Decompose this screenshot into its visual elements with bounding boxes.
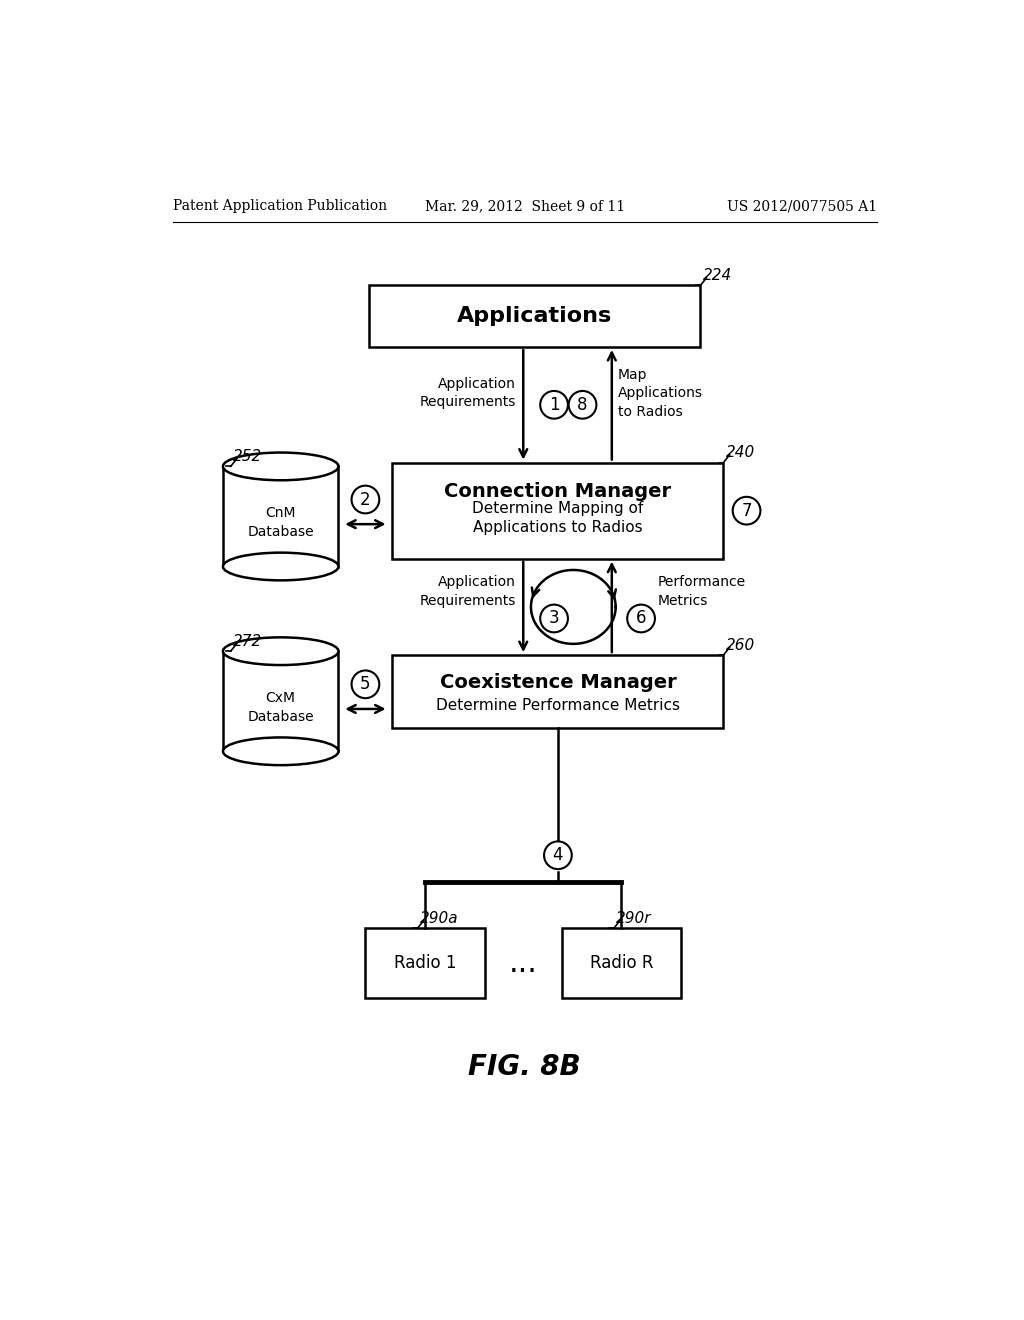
Text: CxM
Database: CxM Database: [248, 692, 314, 723]
Text: 290r: 290r: [616, 911, 651, 927]
Text: Patent Application Publication: Patent Application Publication: [173, 199, 387, 213]
Bar: [392, 462, 724, 558]
Text: 8: 8: [578, 396, 588, 413]
Text: Determine Performance Metrics: Determine Performance Metrics: [436, 697, 680, 713]
Ellipse shape: [223, 738, 339, 766]
Text: FIG. 8B: FIG. 8B: [469, 1053, 581, 1081]
Text: 252: 252: [233, 449, 262, 465]
Circle shape: [544, 841, 571, 869]
Circle shape: [541, 391, 568, 418]
Text: 6: 6: [636, 610, 646, 627]
Bar: [366, 928, 484, 998]
Text: 224: 224: [702, 268, 732, 284]
Text: ...: ...: [509, 949, 538, 978]
Bar: [370, 285, 700, 347]
Circle shape: [568, 391, 596, 418]
Text: Performance
Metrics: Performance Metrics: [658, 576, 746, 607]
Text: 2: 2: [360, 491, 371, 508]
Circle shape: [628, 605, 655, 632]
Text: Application
Requirements: Application Requirements: [419, 576, 515, 607]
Bar: [223, 651, 339, 751]
Ellipse shape: [223, 453, 339, 480]
Text: Application
Requirements: Application Requirements: [419, 378, 515, 409]
Text: Applications: Applications: [457, 306, 612, 326]
Ellipse shape: [223, 553, 339, 581]
Circle shape: [351, 671, 379, 698]
Text: CnM
Database: CnM Database: [248, 507, 314, 539]
Bar: [223, 466, 339, 566]
Text: 240: 240: [726, 445, 755, 461]
Text: 260: 260: [726, 638, 755, 653]
Circle shape: [351, 486, 379, 513]
Text: 4: 4: [553, 846, 563, 865]
Text: 1: 1: [549, 396, 559, 413]
Text: US 2012/0077505 A1: US 2012/0077505 A1: [727, 199, 877, 213]
Text: 7: 7: [741, 502, 752, 520]
Bar: [562, 928, 681, 998]
Text: Coexistence Manager: Coexistence Manager: [439, 672, 676, 692]
Circle shape: [541, 605, 568, 632]
Text: 5: 5: [360, 676, 371, 693]
Bar: [392, 655, 724, 729]
Text: Radio 1: Radio 1: [394, 954, 457, 972]
Text: Connection Manager: Connection Manager: [444, 482, 672, 502]
Text: Determine Mapping of
Applications to Radios: Determine Mapping of Applications to Rad…: [472, 500, 643, 536]
Text: Map
Applications
to Radios: Map Applications to Radios: [617, 368, 702, 418]
Text: Mar. 29, 2012  Sheet 9 of 11: Mar. 29, 2012 Sheet 9 of 11: [425, 199, 625, 213]
Text: 272: 272: [233, 634, 262, 649]
Text: 3: 3: [549, 610, 559, 627]
Text: 290a: 290a: [420, 911, 459, 927]
Ellipse shape: [223, 638, 339, 665]
Text: Radio R: Radio R: [590, 954, 653, 972]
Circle shape: [733, 496, 761, 524]
